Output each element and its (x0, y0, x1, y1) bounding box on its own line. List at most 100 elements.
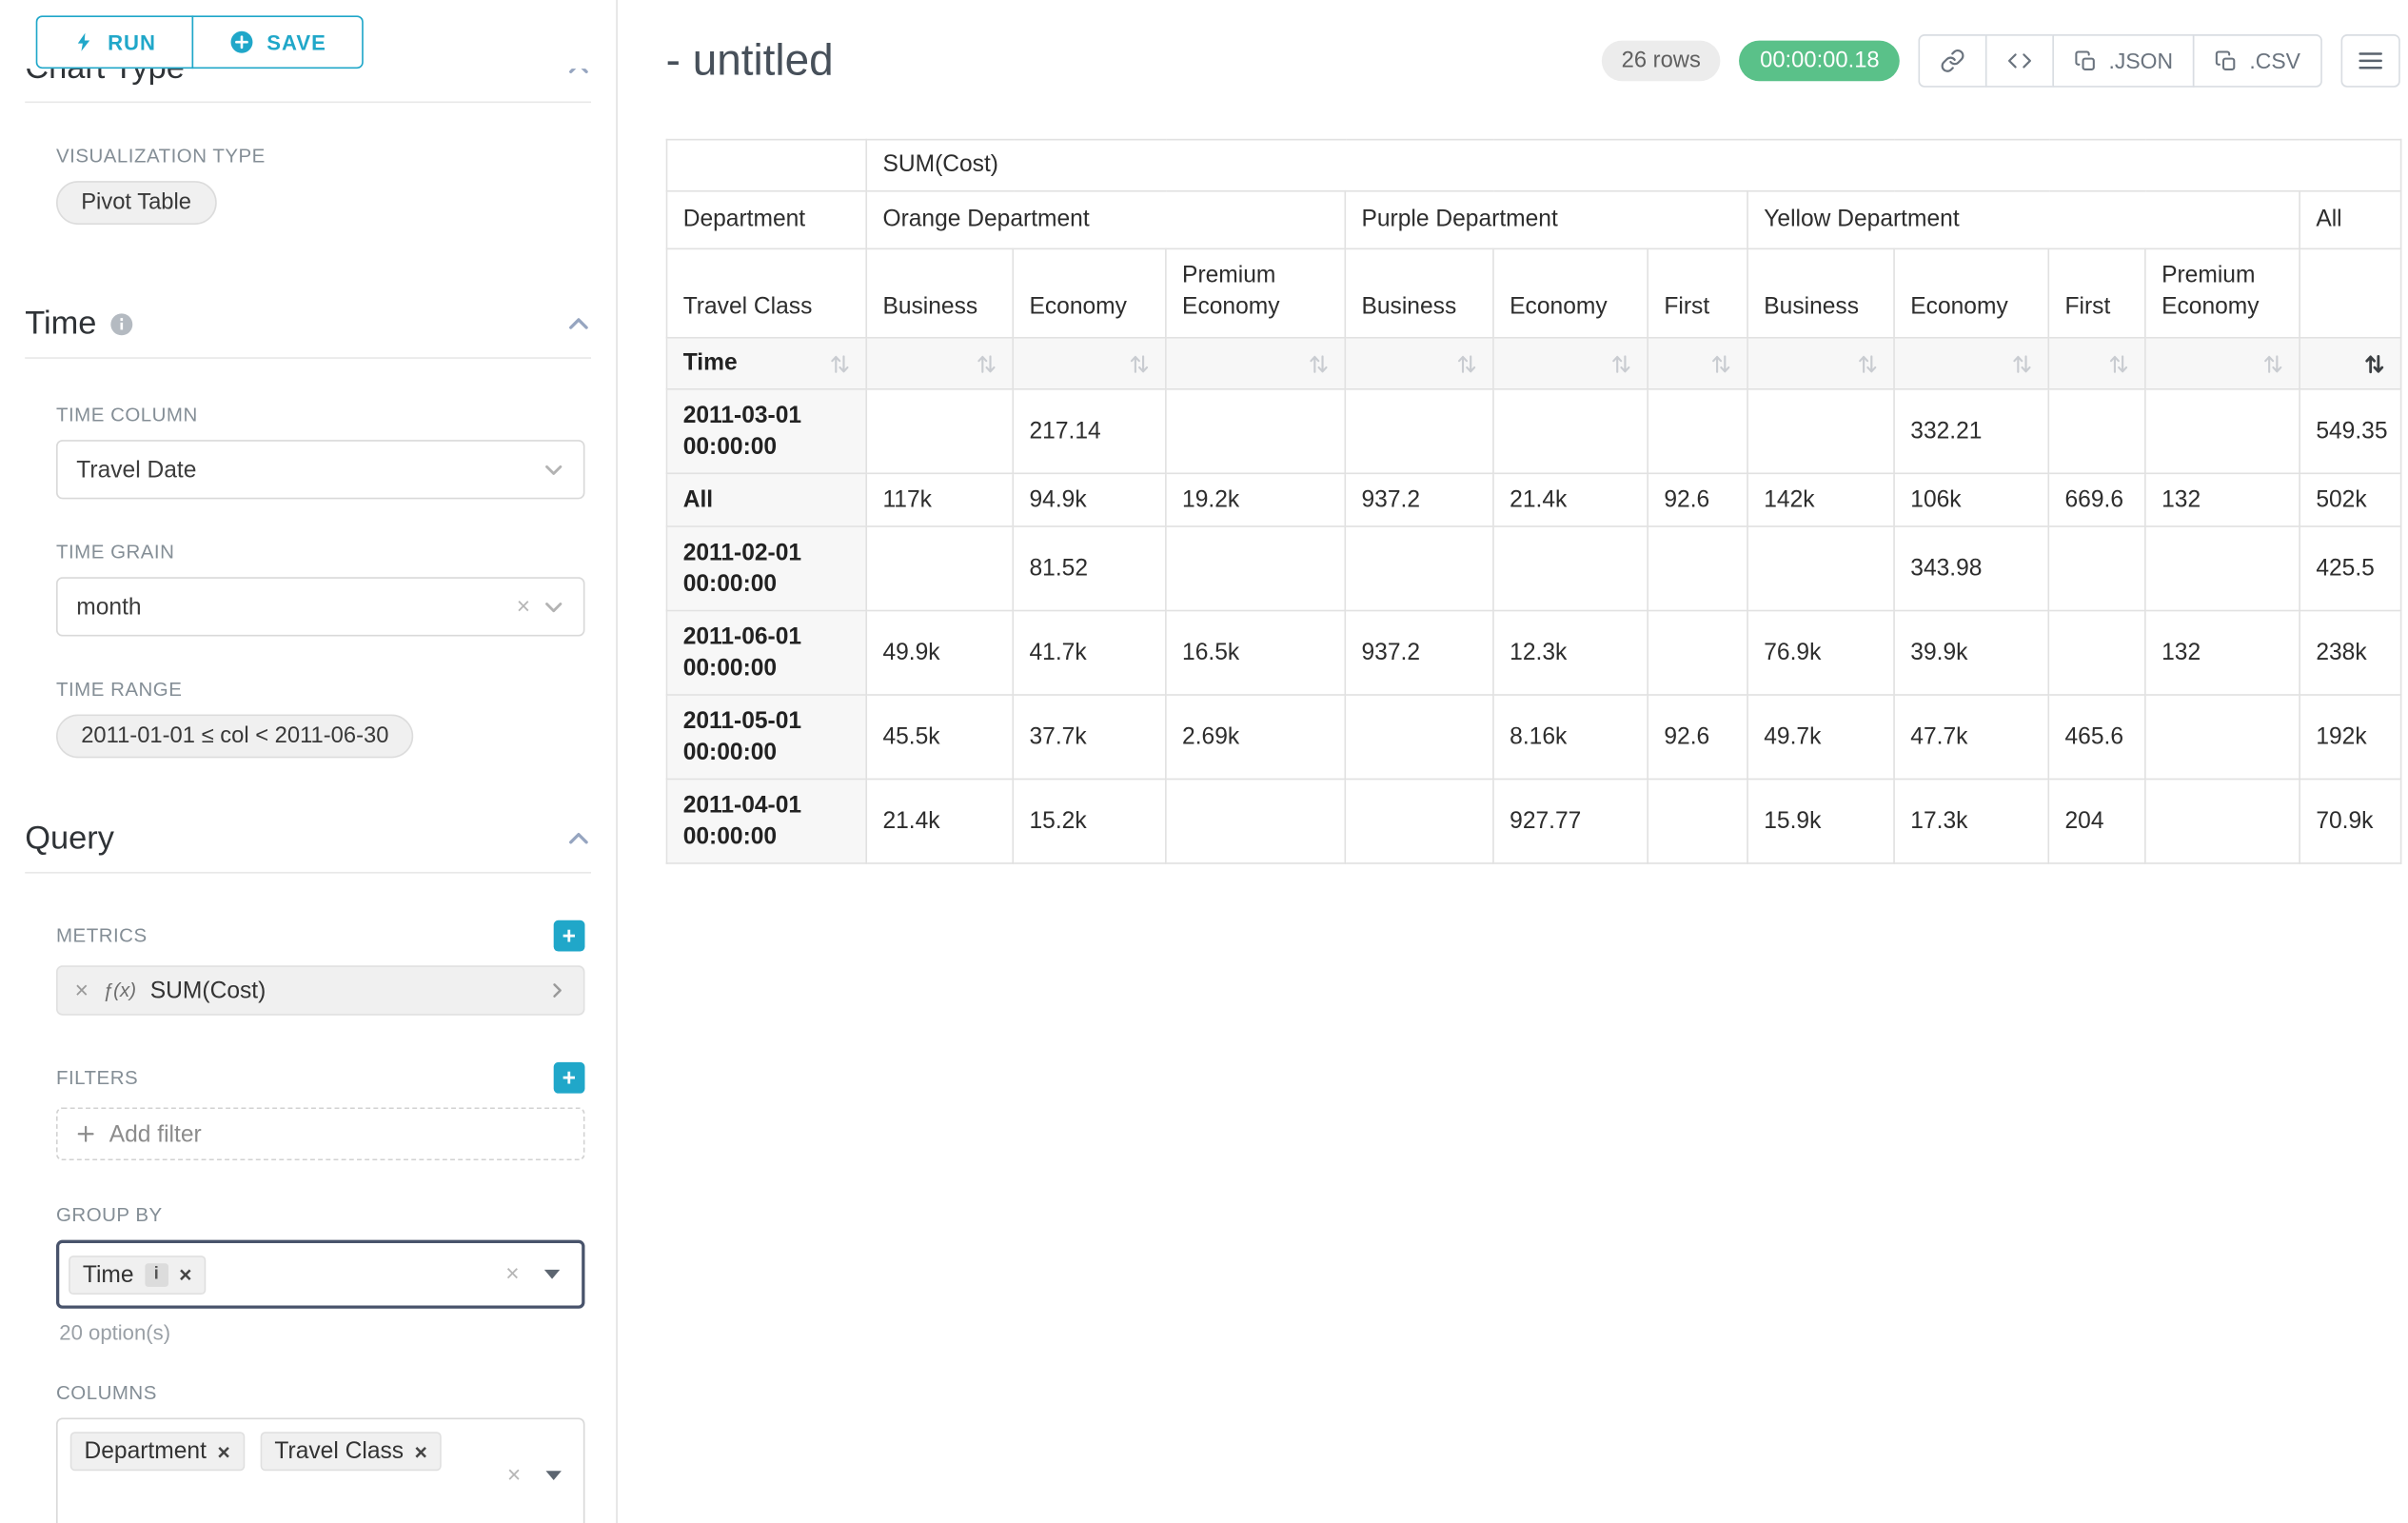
remove-metric-icon[interactable]: × (74, 977, 89, 1004)
pivot-cell: 92.6 (1647, 694, 1748, 781)
pivot-cell (865, 388, 1015, 475)
sort-icon[interactable] (2108, 352, 2128, 376)
columns-label: COLUMNS (55, 1381, 157, 1404)
pivot-cell: 117k (865, 472, 1015, 527)
pivot-cell (1747, 525, 1895, 612)
viz-type-pill[interactable]: Pivot Table (55, 181, 217, 225)
result-controls: 26 rows 00:00:00.18 .JSON .CSV (1601, 34, 2400, 88)
save-button[interactable]: SAVE (191, 15, 365, 69)
chevron-right-icon[interactable] (547, 981, 566, 1000)
embed-code-button[interactable] (1985, 34, 2055, 88)
metric-chip[interactable]: × ƒ(x) SUM(Cost) (55, 965, 585, 1016)
time-grain-value: month (76, 593, 142, 621)
pivot-row-label: 2011-05-01 00:00:00 (665, 694, 868, 781)
pivot-cell: 927.77 (1492, 778, 1649, 864)
caret-down-icon[interactable] (545, 1471, 562, 1481)
copy-link-button[interactable] (1918, 34, 1987, 88)
pivot-group-header: Purple Department (1344, 189, 1748, 250)
groupby-chip-time[interactable]: Time i × (69, 1255, 207, 1295)
chart-title[interactable]: - untitled (665, 35, 834, 85)
pivot-cell (2144, 694, 2300, 781)
export-json-button[interactable]: .JSON (2052, 34, 2196, 88)
table-row: 2011-04-01 00:00:00 21.4k 15.2k 927.77 1… (665, 778, 2402, 864)
sort-icon[interactable] (2263, 352, 2283, 376)
pivot-col-header: Economy (1893, 247, 2050, 339)
fx-icon: ƒ(x) (102, 979, 137, 1001)
sort-icon[interactable] (830, 352, 850, 376)
clear-icon[interactable]: × (505, 1260, 520, 1288)
remove-chip-icon[interactable]: × (217, 1438, 230, 1464)
pivot-col-header: Business (1747, 247, 1895, 339)
pivot-cell: 15.2k (1012, 778, 1167, 864)
pivot-col-header: Business (1344, 247, 1494, 339)
add-filter-button[interactable]: Add filter (55, 1107, 585, 1161)
run-button[interactable]: RUN (35, 15, 194, 69)
pivot-cell (1165, 778, 1347, 864)
pivot-cell: 17.3k (1893, 778, 2050, 864)
pivot-col-header: Economy (1012, 247, 1167, 339)
pivot-cell: 425.5 (2299, 525, 2402, 612)
columns-select[interactable]: Department × Travel Class × × (55, 1417, 585, 1523)
file-copy-icon (2075, 49, 2095, 70)
sort-icon[interactable] (1456, 352, 1476, 376)
pivot-cell: 19.2k (1165, 472, 1347, 527)
chevron-up-icon[interactable] (566, 826, 591, 851)
export-csv-button[interactable]: .CSV (2193, 34, 2322, 88)
pivot-cell: 142k (1747, 472, 1895, 527)
pivot-metric-header: SUM(Cost) (865, 138, 2402, 192)
add-metric-button[interactable]: + (553, 920, 585, 952)
time-range-control: TIME RANGE 2011-01-01 ≤ col < 2011-06-30 (55, 679, 584, 759)
time-column-label: TIME COLUMN (55, 404, 198, 426)
export-button-group: .JSON .CSV (1918, 34, 2322, 88)
pivot-cell: 2.69k (1165, 694, 1347, 781)
remove-chip-icon[interactable]: × (414, 1438, 427, 1464)
pivot-col-header: First (1647, 247, 1748, 339)
pivot-cell: 76.9k (1747, 609, 1895, 696)
sort-icon[interactable] (1858, 352, 1878, 376)
chevron-down-icon (543, 459, 564, 481)
query-section-title: Query (25, 820, 114, 857)
clear-icon[interactable]: × (506, 1462, 522, 1490)
remove-chip-icon[interactable]: × (179, 1261, 192, 1287)
pivot-col-header: Business (865, 247, 1015, 339)
add-filter-plus-button[interactable]: + (553, 1061, 585, 1094)
pivot-group-header: Orange Department (865, 189, 1347, 250)
time-range-pill[interactable]: 2011-01-01 ≤ col < 2011-06-30 (55, 714, 414, 759)
pivot-cell: 39.9k (1893, 609, 2050, 696)
sort-icon[interactable] (1611, 352, 1631, 376)
pivot-row-label: All (665, 472, 868, 527)
metric-name: SUM(Cost) (149, 977, 266, 1004)
pivot-cell (1492, 525, 1649, 612)
sort-icon[interactable] (2012, 352, 2032, 376)
pivot-cell: 204 (2047, 778, 2146, 864)
pivot-cell: 16.5k (1165, 609, 1347, 696)
clear-icon[interactable]: × (516, 593, 531, 621)
sort-icon[interactable] (1309, 352, 1329, 376)
time-grain-select[interactable]: month × (55, 577, 585, 637)
pivot-table: SUM(Cost) Department Orange Department P… (665, 138, 2402, 864)
sort-icon[interactable] (1711, 352, 1731, 376)
table-row: 2011-03-01 00:00:00 217.14 332.21 549.35 (665, 388, 2402, 475)
time-column-select[interactable]: Travel Date (55, 440, 585, 500)
row-count-badge: 26 rows (1601, 40, 1722, 82)
sort-icon[interactable] (977, 352, 997, 376)
pivot-cell: 332.21 (1893, 388, 2050, 475)
query-section-header[interactable]: Query (25, 820, 592, 874)
sort-icon[interactable] (1129, 352, 1149, 376)
caret-down-icon[interactable] (543, 1269, 561, 1279)
chevron-up-icon[interactable] (566, 312, 591, 337)
sort-descending-icon[interactable] (2364, 352, 2384, 376)
columns-chip-travel-class[interactable]: Travel Class × (260, 1432, 442, 1472)
metrics-label: METRICS (55, 924, 148, 947)
pivot-cell (2047, 525, 2146, 612)
pivot-cell: 49.9k (865, 609, 1015, 696)
more-options-button[interactable] (2340, 34, 2400, 88)
time-section-header[interactable]: Time (25, 306, 592, 359)
groupby-chip-label: Time (82, 1260, 134, 1288)
columns-chip-department[interactable]: Department × (69, 1432, 245, 1472)
groupby-select[interactable]: Time i × × (55, 1239, 585, 1309)
pivot-cell (2144, 388, 2300, 475)
pivot-cell: 41.7k (1012, 609, 1167, 696)
pivot-cell: 81.52 (1012, 525, 1167, 612)
groupby-control: GROUP BY (56, 1204, 584, 1226)
